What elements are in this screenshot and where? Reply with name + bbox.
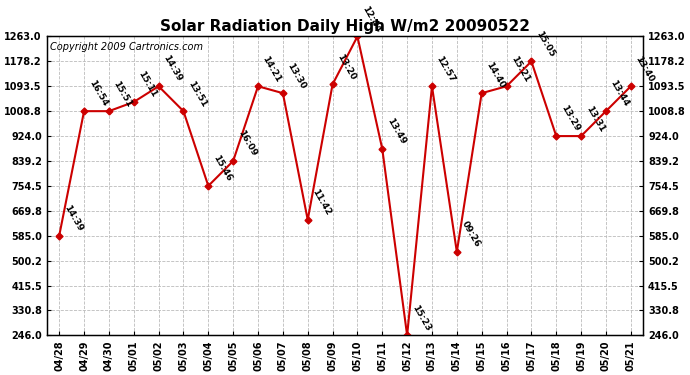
Text: 13:49: 13:49 (385, 117, 407, 146)
Text: 13:20: 13:20 (335, 53, 357, 82)
Text: 11:42: 11:42 (310, 188, 333, 217)
Text: 12:57: 12:57 (435, 54, 457, 84)
Text: 15:23: 15:23 (410, 303, 432, 333)
Text: 13:40: 13:40 (633, 54, 656, 84)
Text: 16:09: 16:09 (236, 129, 258, 158)
Text: 13:44: 13:44 (609, 79, 631, 108)
Text: 14:21: 14:21 (261, 54, 283, 84)
Text: Copyright 2009 Cartronics.com: Copyright 2009 Cartronics.com (50, 42, 203, 52)
Text: 14:39: 14:39 (62, 203, 84, 233)
Text: 13:29: 13:29 (559, 104, 581, 133)
Text: 14:40: 14:40 (484, 61, 506, 90)
Text: 09:26: 09:26 (460, 220, 482, 249)
Text: 15:11: 15:11 (137, 70, 159, 99)
Text: 15:51: 15:51 (112, 79, 134, 108)
Text: 14:39: 14:39 (161, 54, 184, 84)
Text: 13:51: 13:51 (186, 79, 208, 108)
Text: 13:31: 13:31 (584, 104, 606, 133)
Text: 15:21: 15:21 (509, 54, 531, 84)
Text: 16:54: 16:54 (87, 79, 109, 108)
Text: 15:46: 15:46 (211, 154, 233, 183)
Title: Solar Radiation Daily High W/m2 20090522: Solar Radiation Daily High W/m2 20090522 (160, 19, 530, 34)
Text: 12:44: 12:44 (360, 4, 382, 34)
Text: 15:05: 15:05 (534, 29, 556, 58)
Text: 13:30: 13:30 (286, 61, 308, 90)
